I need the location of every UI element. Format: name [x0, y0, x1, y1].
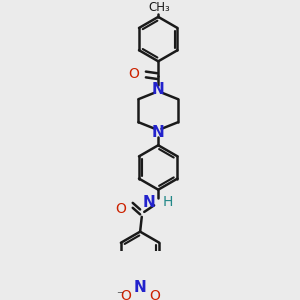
Text: N: N: [152, 82, 165, 97]
Text: N: N: [134, 280, 146, 295]
Text: O: O: [115, 202, 126, 216]
Text: O: O: [128, 68, 139, 82]
Text: N: N: [143, 194, 156, 209]
Text: H: H: [162, 195, 173, 209]
Text: O: O: [120, 289, 131, 300]
Text: CH₃: CH₃: [148, 1, 170, 13]
Text: ⁻: ⁻: [116, 290, 123, 300]
Text: O: O: [149, 289, 161, 300]
Text: N: N: [152, 124, 165, 140]
